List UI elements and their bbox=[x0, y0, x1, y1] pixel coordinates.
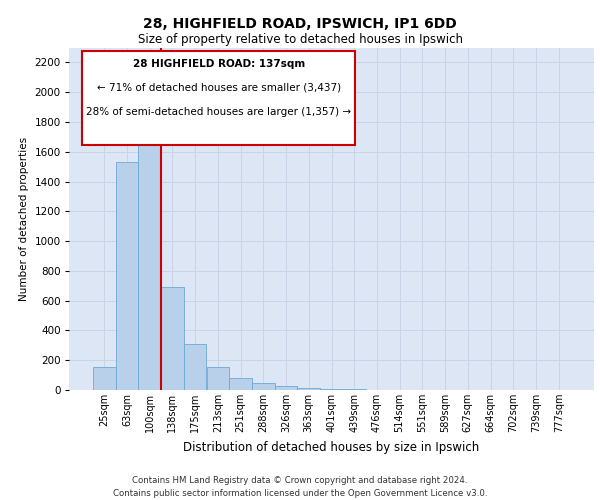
Bar bbox=[298, 388, 320, 390]
Bar bbox=[206, 367, 229, 390]
Text: Contains HM Land Registry data © Crown copyright and database right 2024.
Contai: Contains HM Land Registry data © Crown c… bbox=[113, 476, 487, 498]
FancyBboxPatch shape bbox=[82, 51, 355, 145]
Bar bbox=[161, 286, 184, 390]
Bar bbox=[184, 344, 206, 390]
Bar bbox=[93, 367, 116, 390]
Bar bbox=[320, 388, 343, 390]
Y-axis label: Number of detached properties: Number of detached properties bbox=[19, 136, 29, 301]
Text: 28 HIGHFIELD ROAD: 137sqm: 28 HIGHFIELD ROAD: 137sqm bbox=[133, 60, 305, 70]
Bar bbox=[139, 118, 161, 390]
Bar bbox=[229, 378, 252, 390]
Text: ← 71% of detached houses are smaller (3,437): ← 71% of detached houses are smaller (3,… bbox=[97, 83, 341, 93]
Text: Size of property relative to detached houses in Ipswich: Size of property relative to detached ho… bbox=[137, 32, 463, 46]
X-axis label: Distribution of detached houses by size in Ipswich: Distribution of detached houses by size … bbox=[184, 440, 479, 454]
Text: 28% of semi-detached houses are larger (1,357) →: 28% of semi-detached houses are larger (… bbox=[86, 107, 351, 117]
Bar bbox=[275, 386, 298, 390]
Text: 28, HIGHFIELD ROAD, IPSWICH, IP1 6DD: 28, HIGHFIELD ROAD, IPSWICH, IP1 6DD bbox=[143, 18, 457, 32]
Bar bbox=[116, 162, 139, 390]
Bar bbox=[252, 384, 275, 390]
